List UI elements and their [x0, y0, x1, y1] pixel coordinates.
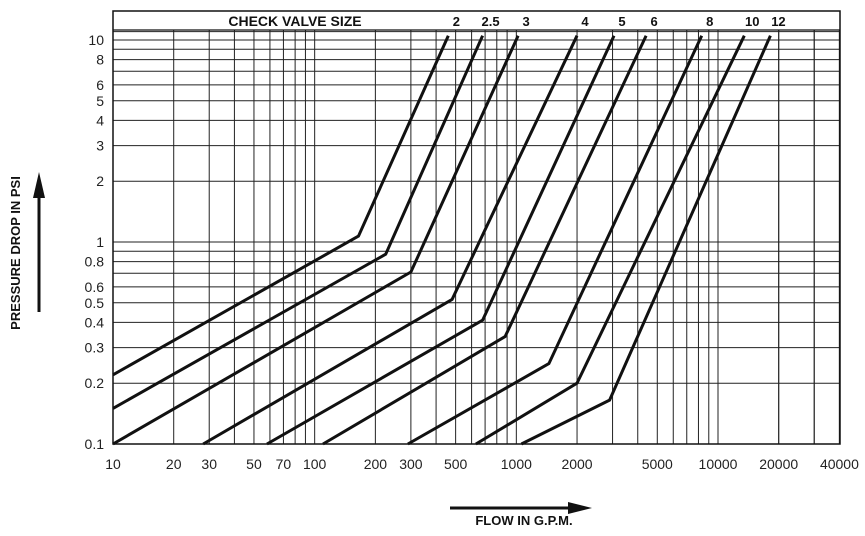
size-label-8: 8	[706, 14, 713, 29]
x-tick-label: 1000	[501, 456, 532, 472]
size-label-12: 12	[771, 14, 785, 29]
y-tick-label: 0.1	[85, 436, 105, 452]
x-tick-label: 300	[399, 456, 423, 472]
y-tick-label: 8	[96, 52, 104, 68]
x-tick-label: 5000	[642, 456, 673, 472]
y-tick-label: 0.3	[85, 340, 105, 356]
y-tick-label: 6	[96, 77, 104, 93]
series-lines	[112, 35, 772, 446]
size-label-2-5: 2.5	[482, 14, 500, 29]
y-tick-label: 0.5	[85, 295, 105, 311]
series-line-8	[407, 35, 704, 446]
size-label-10: 10	[745, 14, 759, 29]
y-tick-label: 4	[96, 112, 104, 128]
series-line-6	[322, 35, 648, 446]
series-line-2-5	[112, 35, 484, 410]
y-tick-label: 0.6	[85, 279, 105, 295]
x-axis-title: FLOW IN G.P.M.	[475, 513, 572, 528]
y-axis-arrow	[33, 172, 45, 312]
y-tick-label: 1	[96, 234, 104, 250]
series-line-12	[520, 35, 772, 446]
x-axis-arrow	[450, 502, 592, 514]
x-tick-label: 70	[276, 456, 292, 472]
x-tick-label: 20	[166, 456, 182, 472]
size-label-4: 4	[581, 14, 589, 29]
series-line-2	[112, 35, 450, 377]
x-tick-label: 100	[303, 456, 327, 472]
x-tick-label: 30	[201, 456, 217, 472]
x-tick-label: 10000	[699, 456, 738, 472]
x-tick-label: 50	[246, 456, 262, 472]
size-label-3: 3	[522, 14, 529, 29]
y-tick-label: 0.4	[85, 314, 105, 330]
y-tick-label: 0.2	[85, 375, 105, 391]
plot-frame	[112, 10, 841, 445]
size-label-2: 2	[453, 14, 460, 29]
chart-title: CHECK VALVE SIZE	[228, 13, 361, 29]
y-tick-label: 0.8	[85, 254, 105, 270]
y-tick-label: 5	[96, 93, 104, 109]
y-tick-label: 2	[96, 173, 104, 189]
x-tick-label: 2000	[561, 456, 592, 472]
size-label-5: 5	[618, 14, 625, 29]
y-axis-title: PRESSURE DROP IN PSI	[8, 176, 23, 330]
valve-size-labels: 2 2.5 3 4 5 6 8 10 12	[453, 14, 786, 29]
y-tick-labels: 0.1 0.2 0.3 0.4 0.50.6 0.8 1 2 3 4 56 8 10	[85, 32, 105, 452]
y-tick-label: 3	[96, 138, 104, 154]
x-tick-label: 10	[105, 456, 121, 472]
series-line-10	[475, 35, 746, 446]
series-line-5	[266, 35, 616, 446]
series-line-3	[112, 35, 520, 446]
x-tick-label: 20000	[759, 456, 798, 472]
x-tick-labels: 10 20 30 50 70 100 200 300 500 1000 2000 5000 10000 2…	[105, 456, 859, 472]
x-tick-label: 40000	[820, 456, 859, 472]
series-line-4	[202, 35, 579, 446]
x-tick-label: 500	[444, 456, 468, 472]
grid	[112, 30, 840, 445]
y-tick-label: 10	[88, 32, 104, 48]
x-tick-label: 200	[364, 456, 388, 472]
size-label-6: 6	[650, 14, 657, 29]
